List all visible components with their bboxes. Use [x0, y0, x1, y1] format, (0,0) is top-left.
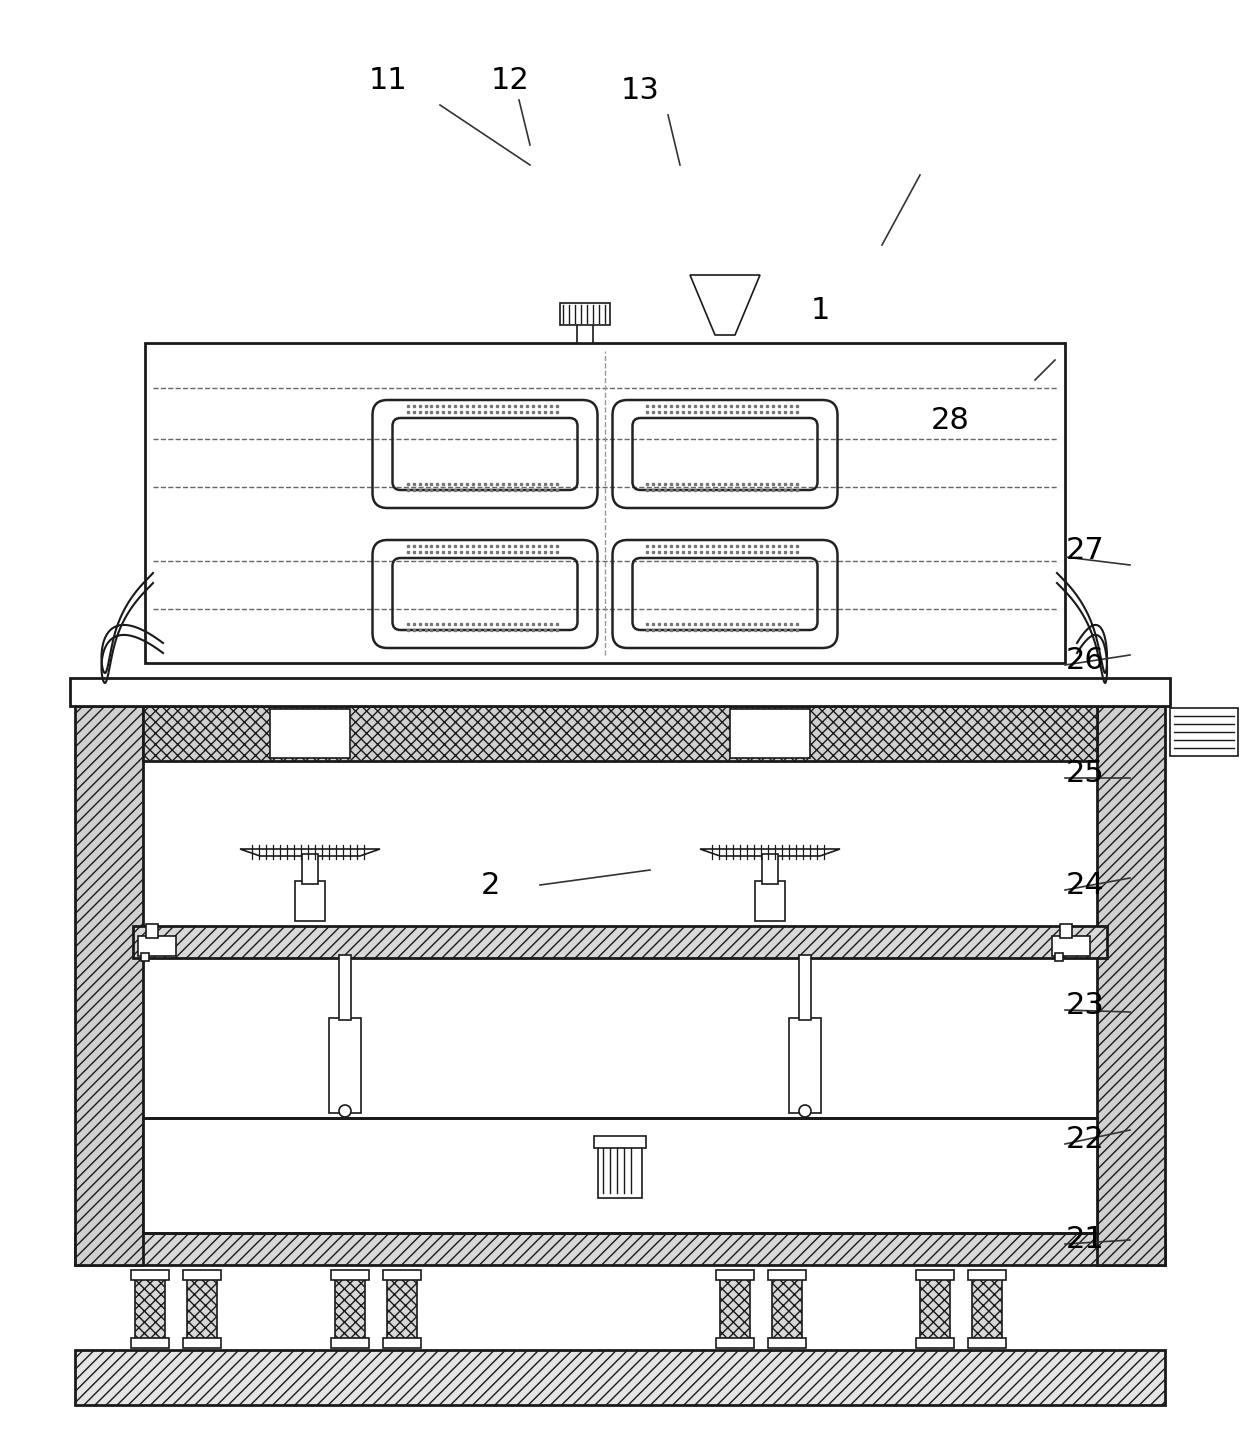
Text: 25: 25 — [1065, 759, 1105, 788]
Circle shape — [799, 1104, 811, 1117]
Bar — [141, 953, 149, 960]
Text: 13: 13 — [620, 75, 660, 105]
Bar — [295, 881, 325, 922]
Bar — [916, 1270, 954, 1280]
Polygon shape — [689, 275, 760, 336]
Bar — [577, 323, 593, 343]
Bar — [560, 302, 610, 325]
Bar — [799, 955, 811, 1020]
Bar — [131, 1338, 169, 1348]
Bar — [789, 1018, 821, 1113]
Bar — [916, 1338, 954, 1348]
Bar — [755, 881, 785, 922]
Bar — [143, 1117, 1097, 1233]
Bar — [270, 708, 350, 757]
Bar — [146, 924, 157, 937]
Bar — [768, 1270, 806, 1280]
Text: 23: 23 — [1065, 991, 1105, 1020]
Bar — [74, 1233, 1166, 1264]
Bar — [74, 706, 143, 1264]
Bar — [1097, 706, 1166, 1264]
Bar — [383, 1270, 422, 1280]
Text: 26: 26 — [1065, 645, 1105, 674]
Bar — [133, 926, 1107, 958]
Bar — [387, 1277, 417, 1342]
Bar — [143, 706, 1097, 760]
Bar — [773, 1277, 802, 1342]
Bar — [768, 1338, 806, 1348]
Bar — [1052, 936, 1090, 956]
Bar — [335, 1277, 365, 1342]
Bar — [69, 678, 1171, 706]
Bar — [138, 936, 176, 956]
Bar — [594, 1136, 646, 1148]
Text: 11: 11 — [368, 65, 408, 95]
Bar — [720, 1277, 750, 1342]
Bar — [968, 1270, 1006, 1280]
Text: 2: 2 — [480, 871, 500, 900]
Text: 22: 22 — [1065, 1126, 1105, 1155]
Bar — [920, 1277, 950, 1342]
Text: 21: 21 — [1065, 1225, 1105, 1254]
Text: 24: 24 — [1065, 871, 1105, 900]
Text: 12: 12 — [491, 65, 529, 95]
Bar — [730, 708, 810, 757]
Bar — [331, 1270, 370, 1280]
Bar — [715, 1338, 754, 1348]
Text: 27: 27 — [1065, 536, 1105, 564]
Bar — [74, 1351, 1166, 1405]
Bar — [184, 1270, 221, 1280]
Polygon shape — [241, 850, 379, 855]
Bar — [763, 854, 777, 884]
Bar — [598, 1143, 642, 1198]
Bar — [972, 1277, 1002, 1342]
Polygon shape — [701, 850, 839, 855]
Circle shape — [339, 1104, 351, 1117]
Bar — [184, 1338, 221, 1348]
Bar — [131, 1270, 169, 1280]
Bar — [145, 343, 1065, 662]
Bar — [715, 1270, 754, 1280]
Text: 28: 28 — [930, 406, 970, 435]
Bar — [339, 955, 351, 1020]
Bar — [187, 1277, 217, 1342]
Bar — [329, 1018, 361, 1113]
Bar — [1055, 953, 1063, 960]
Bar — [383, 1338, 422, 1348]
Text: 1: 1 — [810, 295, 830, 324]
Bar — [1060, 924, 1073, 937]
Bar — [1171, 708, 1238, 756]
Bar — [303, 854, 317, 884]
Bar — [968, 1338, 1006, 1348]
Bar — [135, 1277, 165, 1342]
Bar — [331, 1338, 370, 1348]
